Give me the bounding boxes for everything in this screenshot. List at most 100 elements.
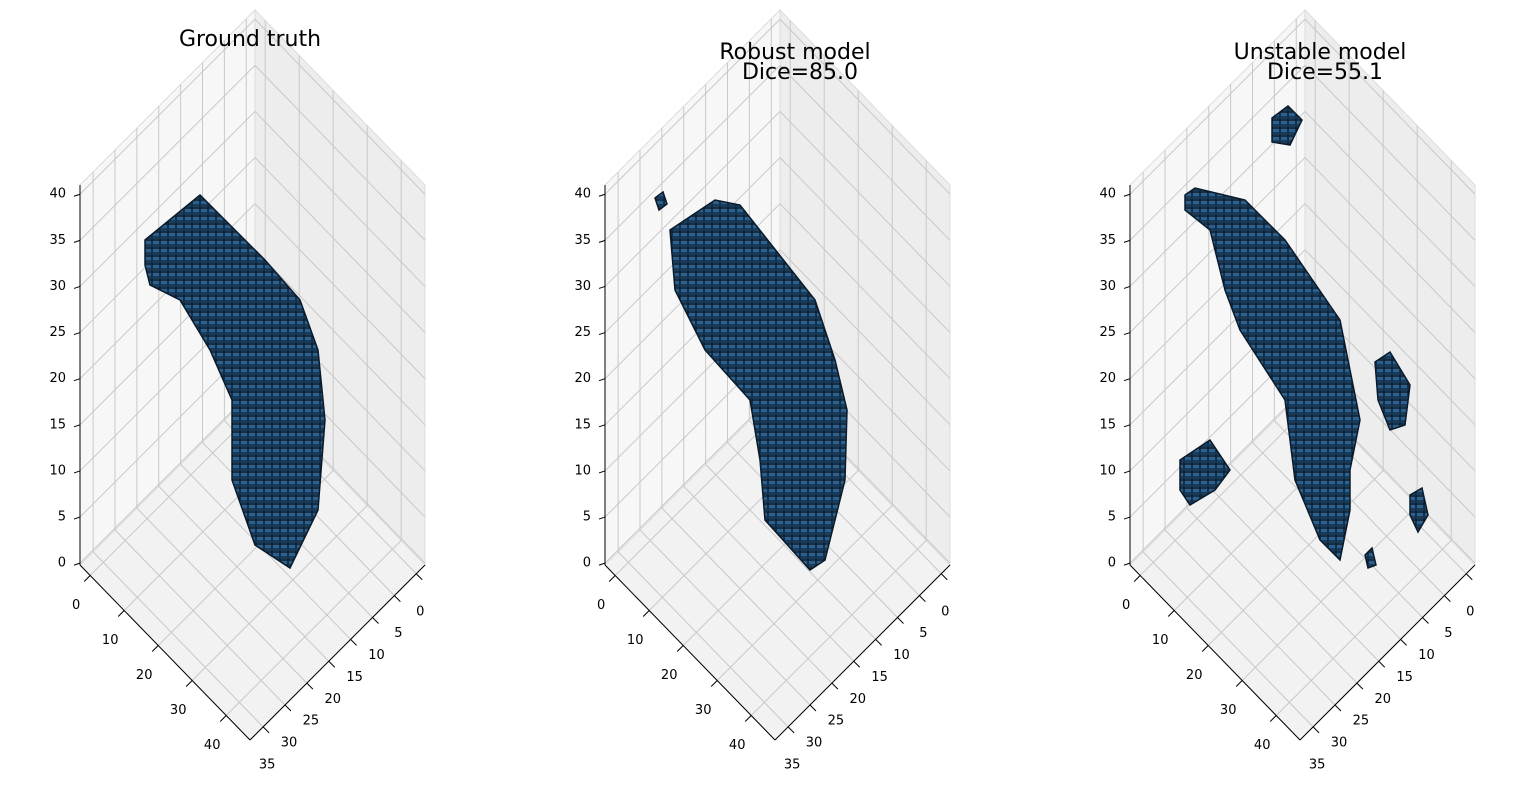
grid-line [1304,64,1476,241]
tick-mark [1123,424,1131,428]
y-tick-label: 30 [1331,736,1348,751]
tick-mark [787,726,795,734]
grid-line [1304,203,1476,380]
tick-mark [1465,573,1473,581]
grid-line [716,505,893,681]
z-tick-label: 5 [1108,510,1116,525]
y-tick-label: 20 [1374,692,1391,707]
x-tick-label: 0 [1122,598,1130,613]
z-tick-label: 40 [574,187,591,202]
tick-mark [394,595,401,602]
tick-mark [831,682,839,690]
z-tick-label: 0 [58,556,66,571]
tick-mark [744,715,752,722]
grid-line [1304,157,1476,333]
z-tick-label: 35 [49,233,66,248]
y-tick-label: 30 [806,736,823,751]
tick-mark [73,424,81,428]
panel-title: Unstable model [1234,40,1407,65]
tick-mark [875,639,882,646]
grid-line [683,485,855,662]
tick-mark [350,639,357,646]
x-tick-label: 30 [1220,703,1237,718]
tick-mark [73,378,81,382]
grid-line [779,249,951,426]
grid-line [750,540,927,716]
tick-mark [642,610,650,617]
tick-mark [73,562,81,566]
x-tick-label: 40 [1254,738,1271,753]
grid-line [254,64,426,241]
grid-line [604,18,781,195]
grid-line [1207,470,1384,646]
tick-mark [306,682,314,690]
tick-mark [73,470,81,474]
y-tick-label: 35 [784,757,801,772]
tick-mark [117,610,125,617]
tick-mark [1422,617,1429,624]
z-tick-label: 25 [49,325,66,340]
tick-mark [262,726,270,734]
x-tick-label: 0 [597,598,605,613]
voxel-cluster [144,193,326,570]
tick-mark [1123,516,1131,520]
grid-line [79,18,256,195]
tick-mark [1123,378,1131,382]
x-tick-label: 30 [170,703,187,718]
grid-line [254,203,426,380]
y-tick-label: 15 [346,670,363,685]
z-tick-label: 15 [49,417,66,432]
z-tick-label: 35 [1099,233,1116,248]
tick-mark [897,617,904,624]
x-tick-label: 10 [102,633,119,648]
z-tick-label: 5 [58,510,66,525]
x-tick-label: 0 [72,598,80,613]
z-tick-label: 25 [574,325,591,340]
tick-mark [853,660,861,668]
grid-line [254,157,426,333]
voxel-cluster [1271,105,1303,146]
grid-line [92,551,264,728]
tick-mark [1123,332,1131,336]
y-tick-label: 35 [259,757,276,772]
grid-line [779,18,951,195]
grid-line [191,505,368,681]
grid-line [604,387,781,564]
voxel-cluster [654,190,668,212]
tick-mark [940,573,948,581]
z-tick-label: 10 [49,463,66,478]
z-tick-label: 20 [49,371,66,386]
tick-mark [328,660,336,668]
voxel-cluster [1179,438,1231,507]
tick-mark [1123,470,1131,474]
grid-line [1129,18,1306,195]
tick-mark [598,332,606,336]
tick-mark [219,715,227,722]
tick-mark [598,562,606,566]
tick-mark [284,704,292,712]
grid-line [136,507,308,684]
y-tick-label: 5 [919,626,927,641]
grid-line [779,111,951,287]
z-tick-label: 0 [1108,556,1116,571]
grid-line [779,203,951,380]
axis-line [604,564,776,741]
z-tick-label: 25 [1099,325,1116,340]
y-tick-label: 5 [394,626,402,641]
y-tick-label: 25 [1353,714,1370,729]
grid-line [639,529,811,706]
tick-mark [73,516,81,520]
z-tick-label: 30 [49,279,66,294]
z-tick-label: 10 [574,463,591,478]
tick-mark [1201,645,1209,652]
grid-line [1129,64,1306,241]
tick-mark [1334,704,1342,712]
tick-mark [598,239,606,243]
y-tick-label: 5 [1444,626,1452,641]
grid-line [1230,464,1401,640]
z-tick-label: 15 [1099,417,1116,432]
y-tick-label: 30 [281,736,298,751]
y-tick-label: 15 [1396,670,1413,685]
y-tick-label: 20 [324,692,341,707]
y-tick-label: 0 [941,604,949,619]
